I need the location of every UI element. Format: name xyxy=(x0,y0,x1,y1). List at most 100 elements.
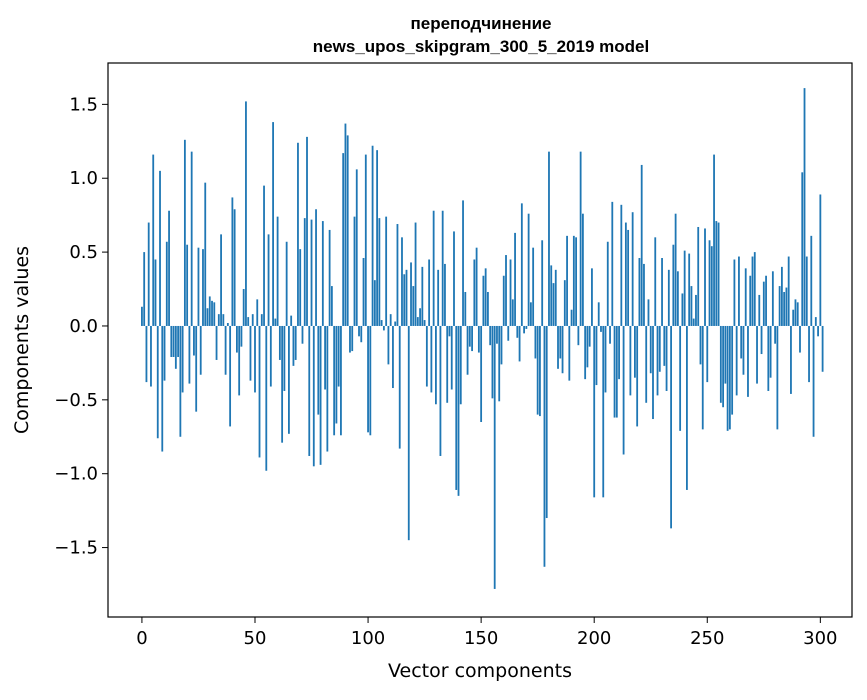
bar xyxy=(765,275,767,326)
bar xyxy=(231,197,234,326)
bar xyxy=(276,216,279,326)
bar xyxy=(498,325,501,402)
bar xyxy=(774,325,777,344)
bar xyxy=(704,228,706,326)
bar xyxy=(652,325,654,420)
bar xyxy=(688,253,691,326)
bar xyxy=(484,268,487,326)
bar xyxy=(344,123,347,326)
bar xyxy=(419,308,421,326)
bar xyxy=(690,286,693,326)
bar xyxy=(398,325,401,449)
bar xyxy=(803,88,806,326)
bar xyxy=(154,259,157,326)
bar xyxy=(306,136,308,326)
bar xyxy=(742,325,745,375)
bar xyxy=(620,204,623,326)
bar xyxy=(600,325,602,332)
bar xyxy=(358,325,360,337)
bar xyxy=(539,325,541,417)
bar xyxy=(783,291,786,326)
bar xyxy=(674,213,677,326)
bar xyxy=(267,234,270,326)
bar xyxy=(430,325,433,393)
bar xyxy=(588,325,591,347)
bar xyxy=(817,325,819,337)
bar xyxy=(545,325,548,519)
bar xyxy=(432,210,435,326)
bar xyxy=(604,325,607,393)
bar xyxy=(353,216,356,326)
bar xyxy=(796,302,799,326)
bar xyxy=(324,325,326,390)
bar xyxy=(491,325,494,399)
bar xyxy=(776,325,779,430)
bar xyxy=(735,325,738,396)
bar xyxy=(728,325,731,430)
bar xyxy=(382,325,385,331)
bar xyxy=(448,325,451,337)
bar xyxy=(315,209,317,326)
bar xyxy=(376,150,379,326)
bar xyxy=(468,325,471,347)
bar xyxy=(233,209,236,326)
bar xyxy=(450,325,453,390)
bar xyxy=(738,256,740,326)
bar xyxy=(371,145,374,326)
bar xyxy=(159,170,161,326)
bar xyxy=(692,318,695,326)
bar xyxy=(733,259,736,326)
bar xyxy=(810,235,813,326)
bar xyxy=(740,325,743,359)
bar xyxy=(785,287,788,326)
bar xyxy=(385,216,388,326)
bar xyxy=(195,325,198,412)
bar xyxy=(179,325,182,437)
y-axis-label: Components values xyxy=(11,246,33,434)
bar xyxy=(568,325,571,381)
bar xyxy=(308,325,311,456)
bar xyxy=(351,325,354,352)
bar xyxy=(613,325,616,418)
bar xyxy=(541,240,544,326)
bar xyxy=(591,268,593,326)
bar xyxy=(263,185,265,326)
bar xyxy=(760,325,763,355)
bar xyxy=(278,325,281,360)
bar xyxy=(799,325,801,353)
bar xyxy=(814,317,817,326)
y-tick-label: 0.5 xyxy=(69,242,98,263)
bar xyxy=(446,325,449,403)
y-tick-label: −1.5 xyxy=(54,538,98,559)
bar xyxy=(457,325,460,496)
bar xyxy=(611,201,614,326)
bar xyxy=(493,325,496,589)
bar xyxy=(808,325,810,383)
bar xyxy=(389,314,392,326)
bar xyxy=(622,325,625,455)
bar xyxy=(790,325,792,394)
bar xyxy=(170,325,173,357)
bar xyxy=(428,259,431,326)
bar xyxy=(615,325,618,418)
bar xyxy=(667,269,670,326)
bar xyxy=(378,218,381,326)
bar xyxy=(394,321,397,326)
bar xyxy=(423,320,426,326)
x-tick-label: 250 xyxy=(690,628,724,649)
bar xyxy=(584,325,587,380)
bar xyxy=(242,289,245,326)
bar xyxy=(437,269,440,326)
bar xyxy=(618,325,620,380)
bar xyxy=(520,203,523,326)
bar xyxy=(532,247,535,326)
bar xyxy=(554,269,557,326)
bar xyxy=(787,256,790,326)
bar xyxy=(213,302,216,326)
bar xyxy=(317,325,320,415)
bar xyxy=(602,325,605,498)
bar xyxy=(292,325,295,366)
bar xyxy=(683,250,686,326)
bar xyxy=(260,314,263,326)
